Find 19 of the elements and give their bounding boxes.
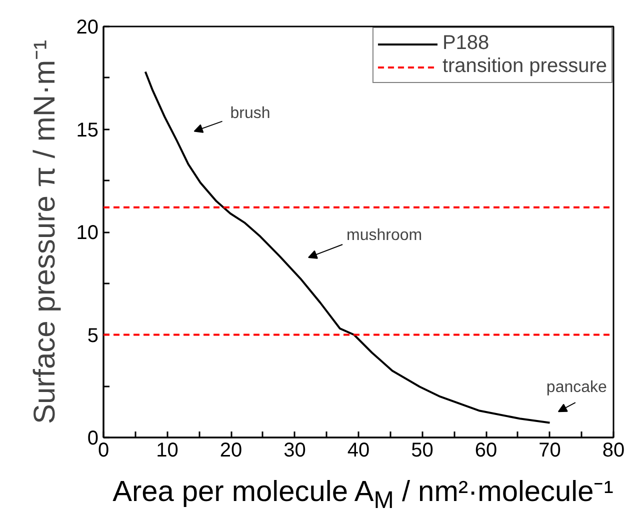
legend-label: transition pressure [442,55,607,78]
y-tick-label: 20 [76,16,99,38]
y-tick-label: 15 [76,119,99,142]
x-tick-label: 10 [156,440,178,462]
y-tick-label: 5 [87,324,98,347]
y-tick-label: 10 [76,222,99,244]
y-axis-title: Surface pressure π / mN·m⁻¹ [28,40,62,424]
x-axis-title: Area per molecule A$_{M}$ / nm²·molecule⁻¹ [112,475,614,516]
x-tick-label: 40 [347,440,370,462]
annotation: pancake [546,379,608,396]
legend-label: P188 [442,32,490,55]
x-tick-label: 20 [220,440,242,462]
annotation: mushroom [346,226,422,244]
x-tick-label: 80 [602,440,625,462]
x-tick-label: 50 [411,440,434,462]
x-tick-label: 30 [284,440,306,462]
annotation: brush [230,104,270,122]
x-tick-label: 70 [538,440,561,462]
x-tick-label: 60 [474,440,498,462]
